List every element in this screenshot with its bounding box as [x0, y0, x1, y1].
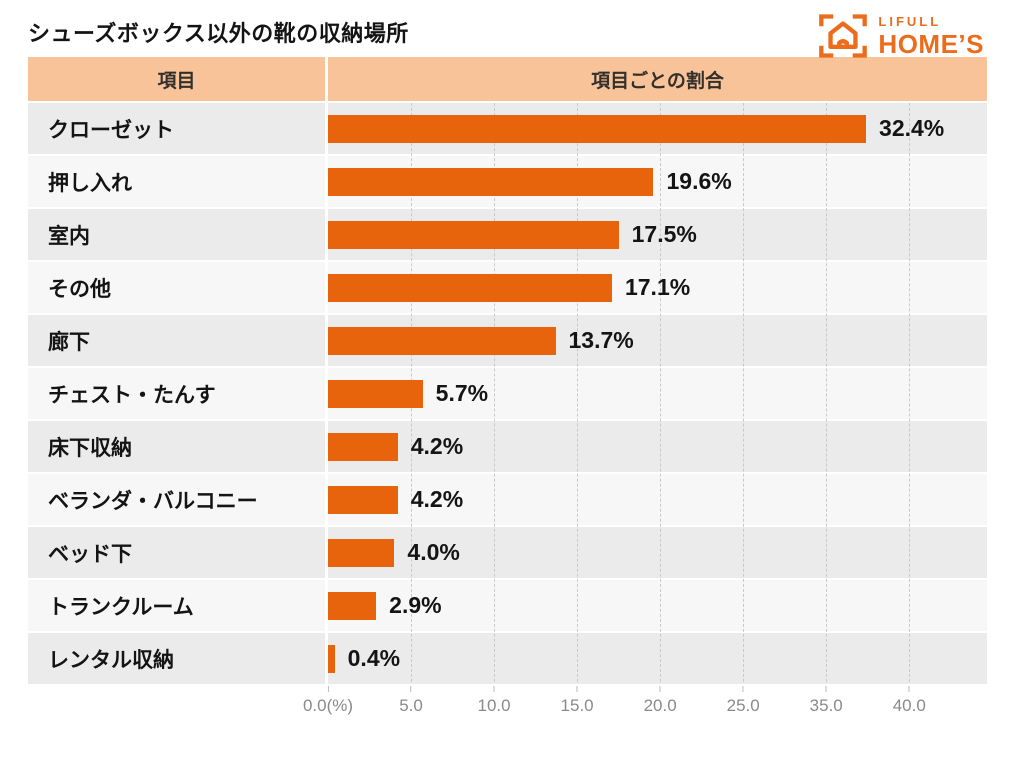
value-label: 13.7%	[568, 327, 634, 353]
table-row: レンタル収納 0.4%	[28, 633, 987, 684]
value-label: 4.2%	[410, 486, 464, 512]
bar-cell: 32.4%	[328, 103, 987, 154]
table-row: トランクルーム 2.9%	[28, 580, 987, 631]
page-header: シューズボックス以外の靴の収納場所 LIFULL HOME’S	[0, 0, 1010, 60]
tick-mark	[825, 686, 827, 692]
x-axis-tick: 35.0	[810, 686, 843, 716]
table-row: 室内 17.5%	[28, 209, 987, 260]
value-label: 5.7%	[435, 380, 489, 406]
logo-wordmark: LIFULL HOME’S	[878, 15, 984, 57]
table-row: ベランダ・バルコニー 4.2%	[28, 474, 987, 525]
column-header-ratio: 項目ごとの割合	[328, 57, 987, 101]
bracket-bottom-right	[853, 45, 868, 58]
category-label: 床下収納	[28, 421, 325, 472]
category-label: 室内	[28, 209, 325, 260]
tick-label: 35.0	[809, 696, 843, 715]
page-title: シューズボックス以外の靴の収納場所	[28, 21, 409, 46]
table-row: 押し入れ 19.6%	[28, 156, 987, 207]
bar-cell: 4.2%	[328, 474, 987, 525]
house-outline	[828, 21, 859, 49]
bar-cell: 5.7%	[328, 368, 987, 419]
category-label: その他	[28, 262, 325, 313]
value-label: 4.0%	[407, 539, 460, 565]
tick-mark	[576, 686, 578, 692]
bar	[328, 220, 619, 249]
bar	[328, 167, 654, 196]
x-axis-tick: 5.0	[399, 686, 423, 716]
category-label: トランクルーム	[28, 580, 325, 631]
x-axis-tick: 20.0	[644, 686, 677, 716]
bar	[328, 273, 612, 302]
x-axis-tick: 40.0	[893, 686, 926, 716]
logo-homes-text: HOME’S	[878, 29, 984, 59]
value-label: 17.5%	[631, 221, 697, 247]
bracket-top-right	[853, 14, 868, 27]
house-viewfinder-icon	[819, 14, 868, 58]
category-label: レンタル収納	[28, 633, 325, 684]
value-label: 0.4%	[347, 645, 401, 671]
x-axis-tick: 0.0(%)	[303, 686, 353, 716]
bar	[328, 432, 398, 461]
lifull-homes-logo: LIFULL HOME’S	[817, 12, 984, 60]
x-axis-tick: 25.0	[727, 686, 760, 716]
table-row: その他 17.1%	[28, 262, 987, 313]
tick-mark	[659, 686, 661, 692]
table-row: ベッド下 4.0%	[28, 527, 987, 578]
logo-lifull-text: LIFULL	[878, 14, 942, 29]
tick-mark	[327, 686, 329, 692]
bar-cell: 17.5%	[328, 209, 987, 260]
tick-label: 15.0	[560, 696, 594, 715]
bar-chart-table: 項目 項目ごとの割合 クローゼット 32.4% 押し入れ 19.6% 室内 17…	[28, 57, 987, 728]
x-axis: 0.0(%) 5.0 10.0 15.0 20.0 25.0 35.0 40.0	[303, 686, 987, 728]
value-label: 2.9%	[389, 592, 442, 618]
bar	[328, 326, 556, 355]
tick-label: 5.0	[399, 696, 423, 715]
tick-label: 10.0	[477, 696, 511, 715]
bar-cell: 4.2%	[328, 421, 987, 472]
bar	[328, 538, 395, 567]
tick-mark	[493, 686, 495, 692]
bar	[328, 591, 377, 620]
category-label: 押し入れ	[28, 156, 325, 207]
value-label: 4.2%	[410, 433, 464, 459]
bar-cell: 13.7%	[328, 315, 987, 366]
category-label: 廊下	[28, 315, 325, 366]
bar-cell: 4.0%	[328, 527, 987, 578]
category-label: チェスト・たんす	[28, 368, 325, 419]
x-axis-tick: 10.0	[478, 686, 511, 716]
value-label: 17.1%	[624, 274, 691, 300]
x-axis-tick: 15.0	[561, 686, 594, 716]
bracket-top-left	[819, 14, 834, 27]
category-label: ベッド下	[28, 527, 325, 578]
bar-cell: 17.1%	[328, 262, 987, 313]
bracket-bottom-left	[819, 45, 834, 58]
value-label: 32.4%	[879, 115, 945, 141]
bar-cell: 0.4%	[328, 633, 987, 684]
bar	[328, 485, 398, 514]
bar	[328, 379, 423, 408]
house-door	[837, 38, 850, 47]
tick-mark	[410, 686, 412, 692]
table-row: 床下収納 4.2%	[28, 421, 987, 472]
tick-mark	[742, 686, 744, 692]
bar-cell: 19.6%	[328, 156, 987, 207]
value-label: 19.6%	[666, 168, 732, 194]
table-row: チェスト・たんす 5.7%	[28, 368, 987, 419]
tick-label: 20.0	[643, 696, 677, 715]
table-row: 廊下 13.7%	[28, 315, 987, 366]
tick-mark	[908, 686, 910, 692]
bar	[328, 644, 335, 673]
bar	[328, 114, 867, 143]
table-header-row: 項目 項目ごとの割合	[28, 57, 987, 101]
category-label: クローゼット	[28, 103, 325, 154]
chart-body: クローゼット 32.4% 押し入れ 19.6% 室内 17.5% その他 17.…	[28, 103, 987, 684]
column-header-item: 項目	[28, 57, 325, 101]
tick-label: 0.0(%)	[302, 696, 354, 715]
bar-cell: 2.9%	[328, 580, 987, 631]
table-row: クローゼット 32.4%	[28, 103, 987, 154]
category-label: ベランダ・バルコニー	[28, 474, 325, 525]
tick-label: 40.0	[892, 696, 926, 715]
tick-label: 25.0	[726, 696, 760, 715]
